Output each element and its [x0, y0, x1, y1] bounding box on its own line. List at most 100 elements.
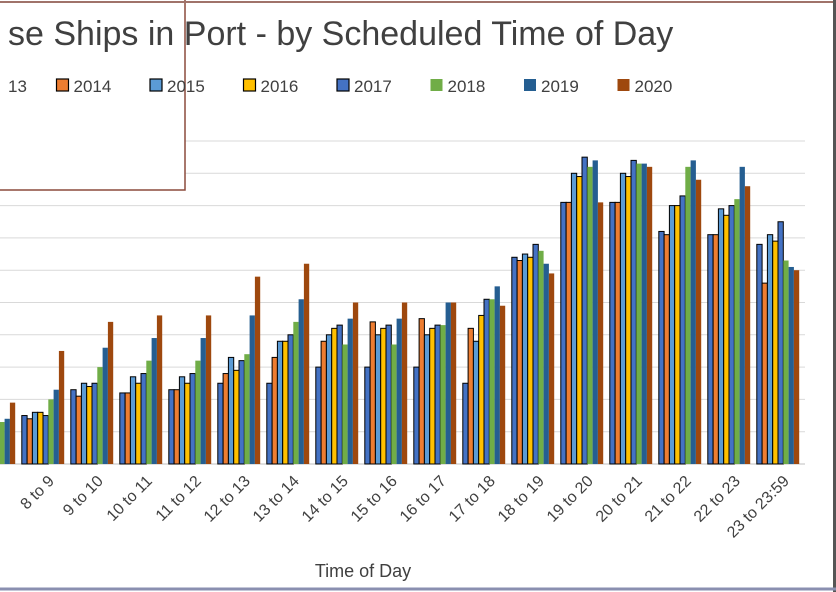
bar: [42, 415, 49, 465]
bar: [445, 302, 451, 464]
bar: [587, 166, 593, 464]
bar: [347, 318, 353, 464]
x-tick-label: 17 to 18: [446, 473, 499, 526]
bar: [434, 324, 441, 465]
bar: [788, 266, 794, 464]
bar: [478, 314, 485, 465]
bar: [597, 202, 604, 464]
bar: [679, 195, 686, 465]
bar: [244, 354, 250, 464]
bar: [4, 418, 10, 464]
bar: [728, 205, 735, 465]
bar: [70, 389, 77, 465]
bar: [303, 263, 310, 464]
bar: [315, 366, 322, 465]
bar: [707, 234, 714, 465]
bar: [658, 230, 665, 465]
bar: [266, 382, 273, 465]
bar: [287, 334, 294, 465]
x-tick-label: 13 to 14: [250, 473, 303, 526]
x-tick-label: 20 to 21: [593, 473, 646, 526]
bar: [668, 205, 676, 465]
legend-swatch: [55, 78, 70, 92]
bar: [723, 214, 730, 465]
bar: [630, 159, 637, 465]
bar: [511, 256, 518, 465]
bar: [21, 415, 28, 465]
bar: [685, 166, 691, 464]
chart-title: se Ships in Port - by Scheduled Time of …: [8, 15, 673, 53]
bar: [793, 270, 800, 464]
bar: [336, 324, 343, 465]
bar: [548, 273, 555, 464]
bar: [0, 422, 5, 464]
bar: [156, 315, 163, 464]
bar: [331, 327, 338, 465]
x-tick-label: 10 to 11: [104, 473, 156, 525]
bar: [325, 334, 333, 465]
bar: [641, 163, 647, 465]
bar: [249, 315, 255, 464]
bar: [342, 344, 348, 464]
legend-label: 2018: [448, 77, 486, 96]
bar: [695, 179, 702, 464]
bar: [9, 402, 16, 464]
bar: [271, 356, 278, 465]
bar: [674, 205, 681, 465]
bar: [467, 327, 474, 465]
bar: [609, 201, 616, 465]
bar: [756, 243, 763, 465]
bar: [102, 347, 108, 464]
bar: [184, 382, 191, 465]
bar: [538, 250, 544, 464]
bar: [107, 321, 114, 464]
bar: [717, 208, 725, 465]
x-tick-label: 14 to 15: [299, 473, 352, 526]
legend-swatch: [617, 79, 630, 91]
bar: [440, 325, 446, 464]
bar: [663, 234, 670, 465]
bar: [238, 360, 245, 465]
bar: [761, 282, 768, 465]
legend-label: 2016: [261, 77, 299, 96]
bar: [576, 176, 583, 465]
bar: [298, 299, 304, 464]
bar: [129, 376, 137, 465]
legend-label: 2015: [167, 77, 205, 96]
legend-swatch: [242, 78, 257, 92]
bar: [91, 382, 98, 465]
bar: [53, 389, 59, 464]
bar: [734, 199, 740, 464]
bar: [527, 256, 534, 465]
x-axis-label: Time of Day: [315, 561, 411, 581]
bar: [48, 399, 54, 464]
bar: [364, 366, 371, 465]
bar: [543, 263, 549, 464]
overlay-box: [0, 0, 186, 191]
bar: [195, 360, 201, 464]
bar: [418, 318, 425, 465]
legend-label: 2014: [74, 77, 112, 96]
bar: [401, 302, 408, 464]
bar: [413, 366, 420, 465]
x-tick-label: 15 to 16: [348, 473, 401, 526]
bar: [233, 369, 240, 465]
bar: [135, 382, 142, 465]
bar: [766, 234, 774, 465]
legend-swatch: [149, 78, 163, 92]
bar: [625, 176, 632, 465]
bar: [777, 221, 784, 465]
legend-swatch: [336, 78, 350, 92]
bar: [97, 367, 103, 464]
bar: [374, 334, 382, 465]
bar: [124, 392, 131, 465]
bar: [499, 305, 506, 464]
bar: [168, 389, 175, 465]
bar: [744, 186, 751, 464]
bar: [516, 260, 523, 465]
bar: [75, 395, 82, 465]
bar: [532, 243, 539, 465]
legend-swatch: [524, 79, 536, 91]
